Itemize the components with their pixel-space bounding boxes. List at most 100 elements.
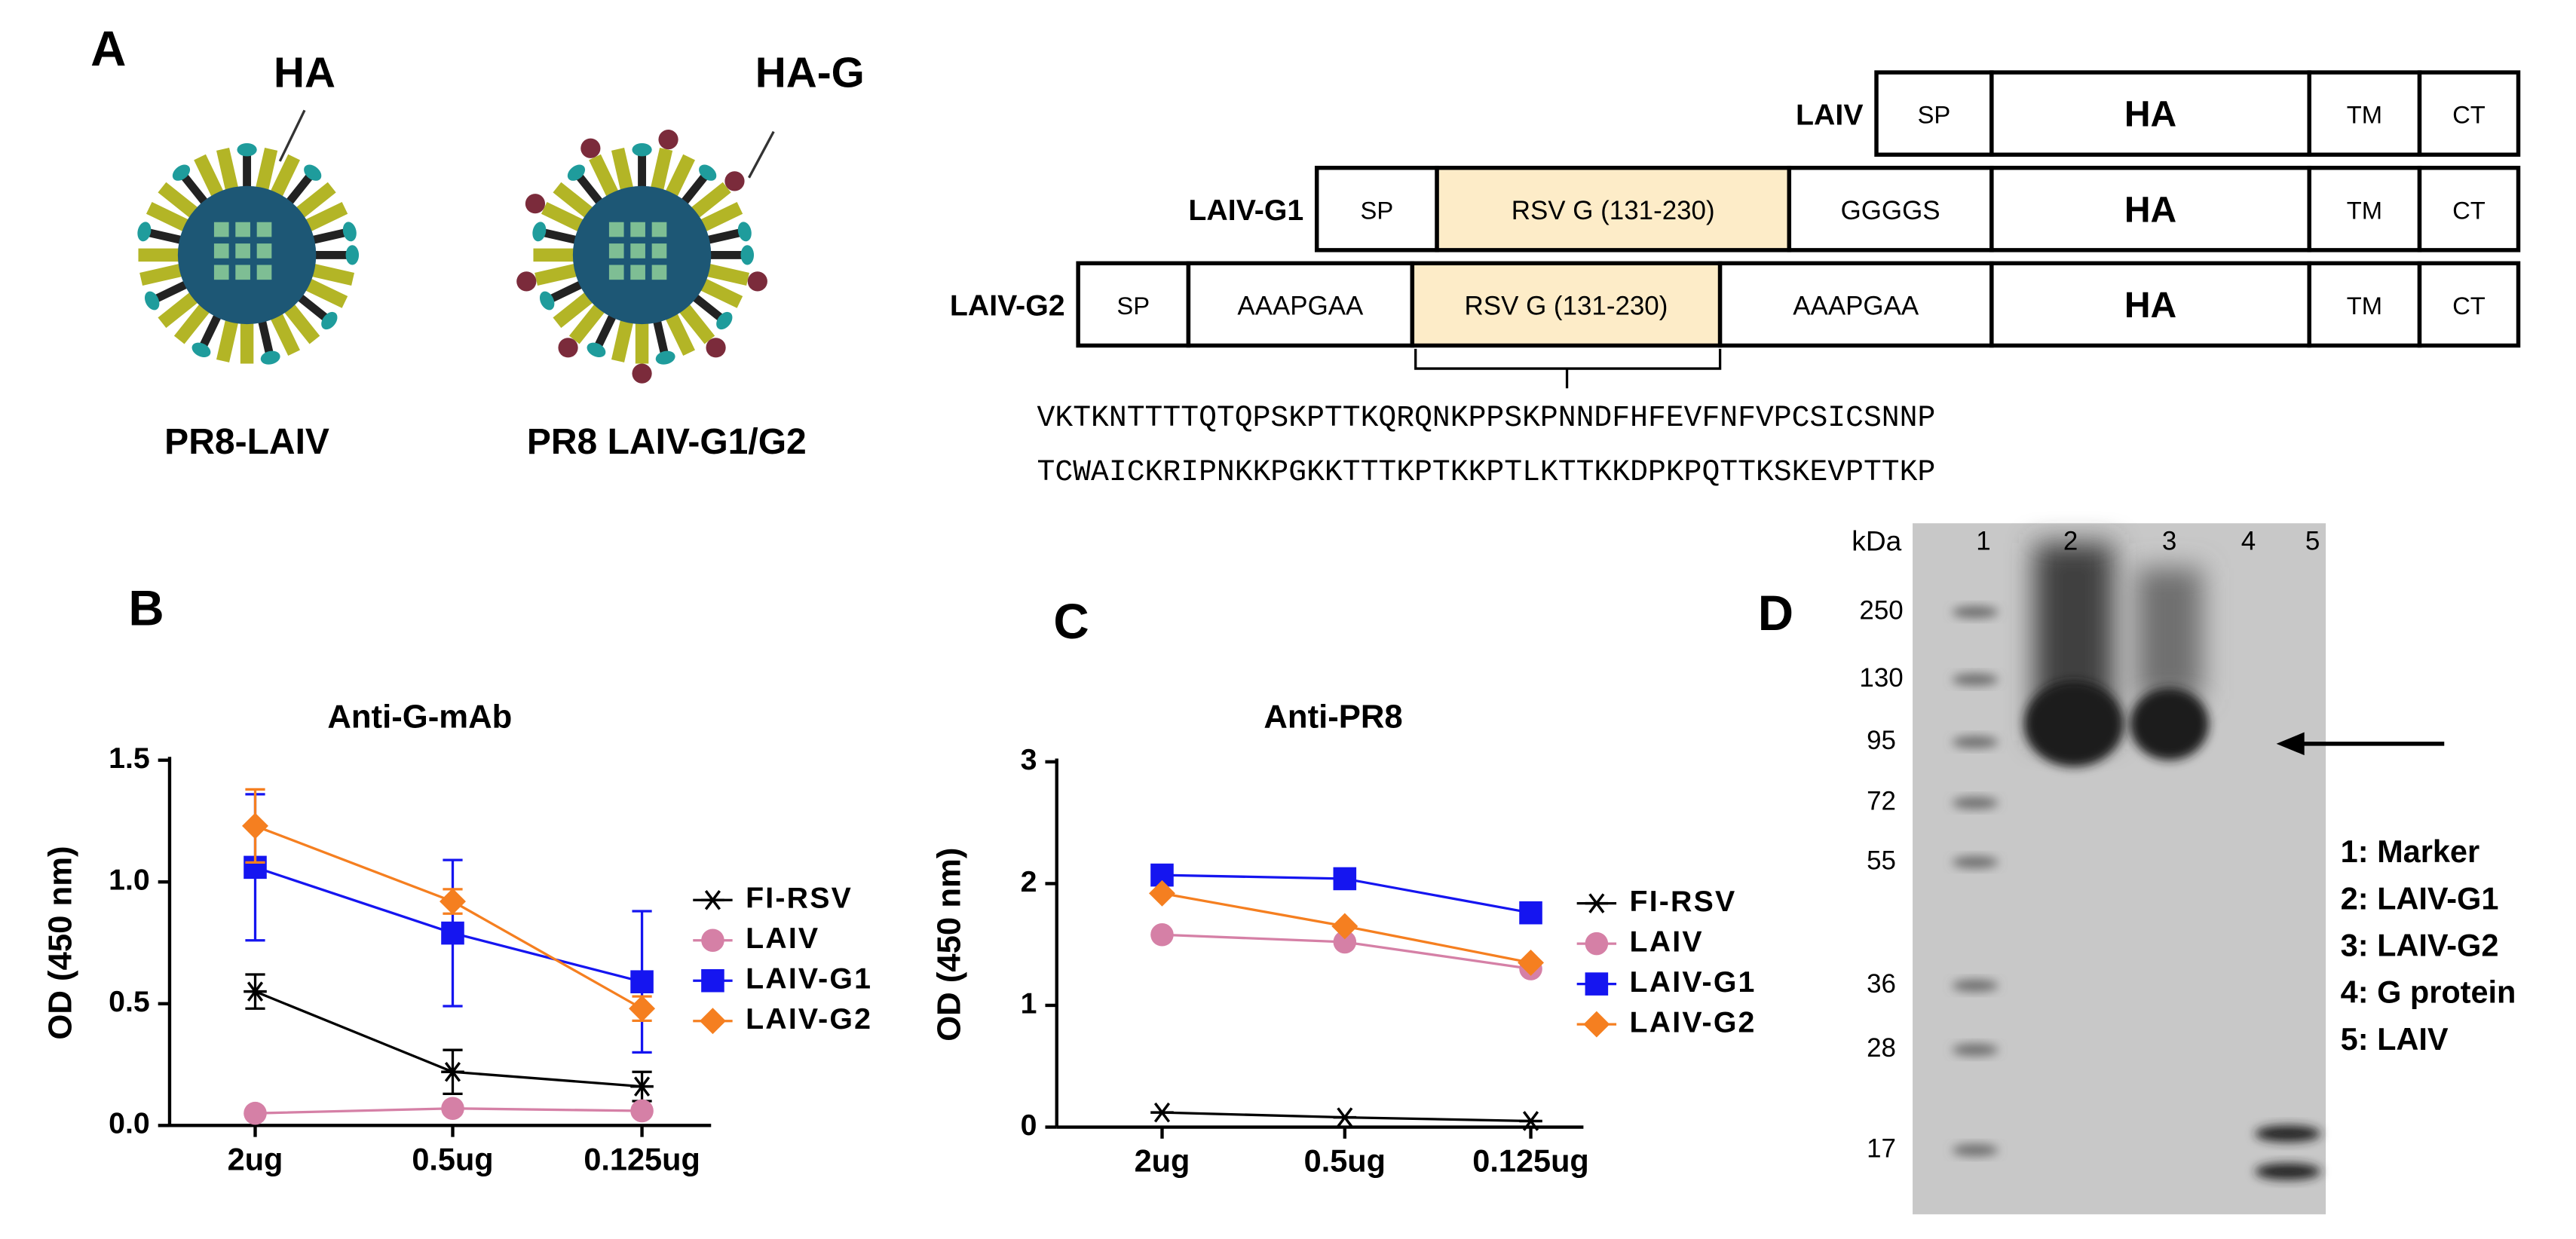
legend-label: LAIV-G1 [1630, 965, 1757, 999]
g-head [558, 338, 578, 358]
construct-segment [2307, 70, 2422, 157]
stalk [593, 309, 619, 349]
spike [254, 147, 278, 196]
virus-icon [516, 130, 767, 384]
point [630, 1076, 654, 1097]
band [2255, 1125, 2321, 1143]
y-tick-label: 3 [1021, 743, 1037, 776]
sequence: VKTKNTTTTQTQPSKPTTKQRQNKPPSKPNNDFHFEVFNF… [1037, 401, 1936, 435]
rnp [651, 222, 667, 237]
construct-segment [2417, 261, 2521, 348]
blot-legend: 5: LAIV [2341, 1021, 2449, 1057]
g-head [706, 338, 726, 358]
point [629, 995, 656, 1022]
head [342, 222, 357, 242]
stalk [678, 173, 709, 209]
point [1583, 1011, 1610, 1038]
point [1585, 972, 1609, 996]
x-tick-label: 0.125ug [1472, 1143, 1588, 1179]
point [441, 1061, 464, 1082]
legend-label: LAIV-G2 [1630, 1005, 1757, 1039]
marker-size: 95 [1867, 726, 1896, 755]
segment-label: CT [2452, 196, 2486, 224]
point [242, 812, 268, 840]
construct-segment [1874, 70, 1994, 157]
g-head [724, 171, 745, 191]
y-tick-label: 0 [1021, 1109, 1037, 1142]
marker-size: 55 [1867, 846, 1896, 875]
spike [158, 289, 203, 329]
head [699, 164, 717, 181]
point [441, 1097, 464, 1121]
head [539, 291, 555, 311]
spike [649, 147, 673, 196]
spike [553, 289, 598, 329]
spike [145, 202, 194, 234]
legend-label: FI-RSV [1630, 885, 1737, 918]
panel-label: A [90, 21, 126, 76]
point [1585, 893, 1609, 913]
construct-segment [1410, 261, 1723, 348]
segment-label: RSV G (131-230) [1512, 196, 1715, 225]
marker-size: 72 [1867, 787, 1896, 816]
point [244, 1101, 267, 1125]
marker-size: 17 [1867, 1133, 1896, 1163]
virus-icon [137, 142, 360, 365]
ladder-band [1952, 1044, 1999, 1056]
point [701, 928, 724, 953]
lane-number: 5 [2305, 527, 2320, 556]
segment-label: SP [1116, 292, 1150, 320]
rnp [213, 222, 229, 237]
point [1331, 913, 1358, 940]
segment-label: TM [2347, 101, 2382, 129]
virus-label: HA [274, 49, 335, 96]
ladder-band [1952, 674, 1999, 686]
arrowhead [2276, 732, 2305, 756]
stalk [702, 228, 743, 246]
marker-size: 250 [1859, 595, 1903, 625]
bracket [1414, 348, 1722, 389]
y-axis-label: OD (450 nm) [42, 846, 79, 1039]
point [244, 981, 267, 1002]
g-head [516, 271, 537, 292]
construct-segment [1717, 261, 1994, 348]
head [716, 311, 733, 330]
segment-label: SP [1918, 101, 1951, 129]
rnp [213, 243, 229, 259]
ladder-band [1952, 797, 1999, 809]
stalk [574, 173, 607, 209]
construct-segment [1989, 70, 2311, 157]
construct-segment [1076, 261, 1191, 348]
lane-number: 1 [1976, 527, 1990, 556]
rnp [630, 222, 645, 237]
spike [268, 308, 300, 356]
spike [292, 182, 336, 222]
head [567, 164, 586, 181]
point [1333, 867, 1357, 891]
legend-label: LAIV-G1 [746, 962, 872, 996]
head [304, 164, 322, 181]
chart-title: Anti-G-mAb [327, 699, 512, 736]
point [1519, 1111, 1542, 1131]
construct-name: LAIV [1796, 98, 1863, 131]
point [440, 888, 466, 915]
stalk [146, 228, 187, 246]
blot-legend: 1: Marker [2341, 834, 2480, 869]
y-tick-label: 1.0 [109, 864, 150, 897]
panel-label: D [1758, 586, 1793, 641]
y-tick-label: 0.5 [109, 985, 150, 1018]
point [1333, 930, 1357, 954]
chart-title: Anti-PR8 [1263, 699, 1402, 736]
spike [194, 154, 226, 202]
marker-size: 28 [1867, 1033, 1896, 1063]
rnp [256, 265, 272, 280]
y-tick-label: 1.5 [109, 742, 150, 775]
head [191, 342, 211, 358]
segment-label: CT [2452, 101, 2486, 129]
marker-size: 36 [1867, 969, 1896, 999]
y-tick-label: 0.0 [109, 1107, 150, 1140]
g-head [632, 363, 652, 384]
x-tick-label: 2ug [228, 1141, 283, 1176]
segment-label: CT [2452, 292, 2486, 320]
ladder-band [1952, 1144, 1999, 1156]
